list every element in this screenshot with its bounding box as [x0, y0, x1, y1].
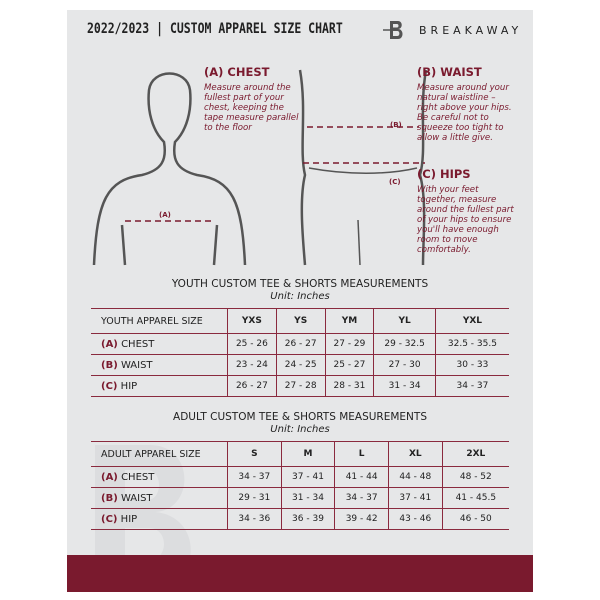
cell: 25 - 26: [227, 333, 277, 355]
cell: 30 - 33: [434, 354, 509, 376]
size-header: YXS: [227, 308, 277, 334]
cell: 27 - 28: [275, 375, 326, 397]
table-header-row: ADULT APPAREL SIZE S M L XL 2XL: [91, 441, 509, 467]
body-measurement-illustration: (A): [92, 69, 428, 266]
table-header-row: YOUTH APPAREL SIZE YXS YS YM YL YXL: [91, 308, 509, 334]
size-header: YM: [324, 308, 374, 334]
cell: 46 - 50: [441, 508, 509, 530]
cell: 34 - 37: [227, 466, 282, 488]
cell: 36 - 39: [280, 508, 335, 530]
lower-body-outline: [298, 69, 428, 266]
chart-title: 2022/2023 | CUSTOM APPAREL SIZE CHART: [87, 21, 343, 37]
chest-marker: (A): [159, 211, 171, 219]
waist-heading: (B) WAIST: [417, 65, 482, 79]
adult-table-title: ADULT CUSTOM TEE & SHORTS MEASUREMENTS: [173, 411, 427, 423]
cell: 26 - 27: [275, 333, 326, 355]
cell: 34 - 37: [334, 487, 389, 509]
size-chart-panel: 2022/2023 | CUSTOM APPAREL SIZE CHART BR…: [67, 10, 533, 592]
hips-heading: (C) HIPS: [417, 167, 471, 181]
row-label: (A) CHEST: [91, 333, 228, 355]
size-header: YL: [373, 308, 436, 334]
cell: 31 - 34: [373, 375, 436, 397]
cell: 37 - 41: [387, 487, 443, 509]
hips-marker: (C): [389, 178, 401, 186]
size-header: M: [280, 441, 335, 467]
chest-instructions: Measure around the fullest part of your …: [204, 83, 299, 133]
hips-instructions: With your feet together, measure around …: [417, 185, 514, 255]
cell: 23 - 24: [227, 354, 277, 376]
cell: 48 - 52: [441, 466, 509, 488]
row-label: (B) WAIST: [91, 487, 228, 509]
footer-bar: [67, 555, 533, 592]
row-label: (C) HIP: [91, 375, 228, 397]
cell: 44 - 48: [387, 466, 443, 488]
cell: 28 - 31: [324, 375, 374, 397]
size-header: YS: [275, 308, 326, 334]
table-row: (A) CHEST 25 - 26 26 - 27 27 - 29 29 - 32.5 3…: [91, 333, 509, 355]
size-header: L: [334, 441, 389, 467]
size-header: S: [227, 441, 282, 467]
cell: 31 - 34: [280, 487, 335, 509]
cell: 32.5 - 35.5: [434, 333, 509, 355]
cell: 29 - 32.5: [373, 333, 436, 355]
table-row: (B) WAIST 23 - 24 24 - 25 25 - 27 27 - 30 30 …: [91, 354, 509, 376]
cell: 24 - 25: [275, 354, 326, 376]
table-row: (B) WAIST 29 - 31 31 - 34 34 - 37 37 - 41 41 …: [91, 487, 509, 509]
table-row: (C) HIP 26 - 27 27 - 28 28 - 31 31 - 34 34 - …: [91, 375, 509, 397]
row-label: (C) HIP: [91, 508, 228, 530]
size-header: XL: [387, 441, 443, 467]
header-label: ADULT APPAREL SIZE: [91, 441, 228, 467]
waist-marker: (B): [390, 121, 402, 129]
table-row: (C) HIP 34 - 36 36 - 39 39 - 42 43 - 46 46 - …: [91, 508, 509, 530]
adult-size-table: ADULT APPAREL SIZE S M L XL 2XL (A) CHES…: [91, 441, 509, 530]
cell: 37 - 41: [280, 466, 335, 488]
header-label: YOUTH APPAREL SIZE: [91, 308, 228, 334]
cell: 41 - 44: [334, 466, 389, 488]
brand-name: BREAKAWAY: [419, 24, 523, 37]
cell: 29 - 31: [227, 487, 282, 509]
adult-unit: Unit: Inches: [270, 424, 330, 435]
cell: 41 - 45.5: [441, 487, 509, 509]
cell: 27 - 30: [373, 354, 436, 376]
size-header: YXL: [434, 308, 509, 334]
upper-body-outline: [92, 72, 247, 266]
table-row: (A) CHEST 34 - 37 37 - 41 41 - 44 44 - 48 48 …: [91, 466, 509, 488]
youth-unit: Unit: Inches: [270, 291, 330, 302]
youth-table-title: YOUTH CUSTOM TEE & SHORTS MEASUREMENTS: [171, 278, 429, 290]
row-label: (A) CHEST: [91, 466, 228, 488]
row-label: (B) WAIST: [91, 354, 228, 376]
cell: 25 - 27: [324, 354, 374, 376]
cell: 27 - 29: [324, 333, 374, 355]
breakaway-logo: [383, 21, 403, 39]
waist-instructions: Measure around your natural waistline – …: [417, 83, 512, 143]
chest-heading: (A) CHEST: [204, 65, 270, 79]
cell: 34 - 37: [434, 375, 509, 397]
cell: 26 - 27: [227, 375, 277, 397]
cell: 43 - 46: [387, 508, 443, 530]
cell: 39 - 42: [334, 508, 389, 530]
youth-size-table: YOUTH APPAREL SIZE YXS YS YM YL YXL (A) …: [91, 308, 509, 397]
size-header: 2XL: [441, 441, 509, 467]
cell: 34 - 36: [227, 508, 282, 530]
